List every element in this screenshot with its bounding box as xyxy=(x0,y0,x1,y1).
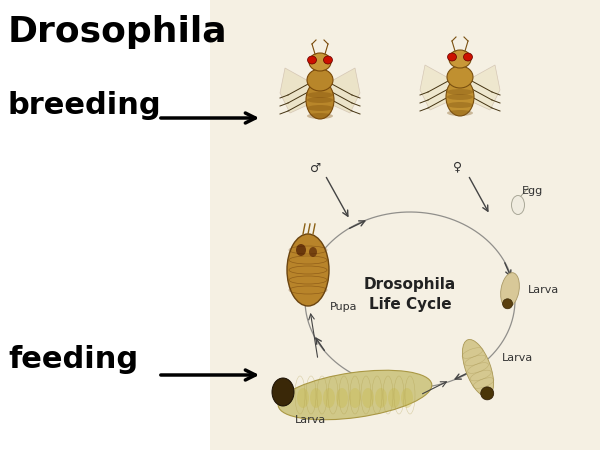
Ellipse shape xyxy=(323,388,335,408)
Ellipse shape xyxy=(306,81,334,119)
Ellipse shape xyxy=(481,387,494,400)
Ellipse shape xyxy=(297,388,309,408)
Polygon shape xyxy=(280,68,312,113)
Ellipse shape xyxy=(449,50,471,68)
Polygon shape xyxy=(328,68,360,113)
Ellipse shape xyxy=(503,299,512,309)
Ellipse shape xyxy=(511,195,524,215)
Ellipse shape xyxy=(401,388,413,408)
Ellipse shape xyxy=(447,89,473,95)
Text: Drosophila: Drosophila xyxy=(364,278,456,292)
Polygon shape xyxy=(468,65,500,110)
Text: Larva: Larva xyxy=(528,285,559,295)
Ellipse shape xyxy=(309,53,331,71)
Ellipse shape xyxy=(272,378,294,406)
Text: breeding: breeding xyxy=(8,90,161,120)
Text: Larva: Larva xyxy=(502,353,533,363)
Ellipse shape xyxy=(446,78,474,116)
Text: Larva: Larva xyxy=(295,415,326,425)
Ellipse shape xyxy=(307,105,333,111)
Ellipse shape xyxy=(307,97,333,103)
Ellipse shape xyxy=(464,53,473,61)
Ellipse shape xyxy=(307,69,333,91)
Ellipse shape xyxy=(309,247,317,257)
Text: feeding: feeding xyxy=(8,346,138,374)
Ellipse shape xyxy=(447,110,473,116)
Ellipse shape xyxy=(307,113,333,119)
Ellipse shape xyxy=(447,94,473,100)
Ellipse shape xyxy=(323,56,332,64)
Ellipse shape xyxy=(448,53,457,61)
Bar xyxy=(210,0,600,450)
Text: Egg: Egg xyxy=(522,186,543,196)
Ellipse shape xyxy=(296,244,306,256)
Ellipse shape xyxy=(287,234,329,306)
Text: Pupa: Pupa xyxy=(330,302,358,312)
Ellipse shape xyxy=(278,370,432,420)
Ellipse shape xyxy=(307,92,333,98)
Ellipse shape xyxy=(336,388,348,408)
Text: Life Cycle: Life Cycle xyxy=(368,297,451,312)
Ellipse shape xyxy=(500,273,520,307)
Ellipse shape xyxy=(447,66,473,88)
Ellipse shape xyxy=(308,56,317,64)
Text: Drosophila: Drosophila xyxy=(8,15,227,49)
Text: ♀: ♀ xyxy=(454,160,463,173)
Ellipse shape xyxy=(362,388,374,408)
Polygon shape xyxy=(420,65,452,110)
Ellipse shape xyxy=(349,388,361,408)
Ellipse shape xyxy=(463,339,494,396)
Ellipse shape xyxy=(310,388,322,408)
Ellipse shape xyxy=(375,388,387,408)
Ellipse shape xyxy=(447,102,473,108)
Ellipse shape xyxy=(388,388,400,408)
Text: ♂: ♂ xyxy=(310,162,322,175)
